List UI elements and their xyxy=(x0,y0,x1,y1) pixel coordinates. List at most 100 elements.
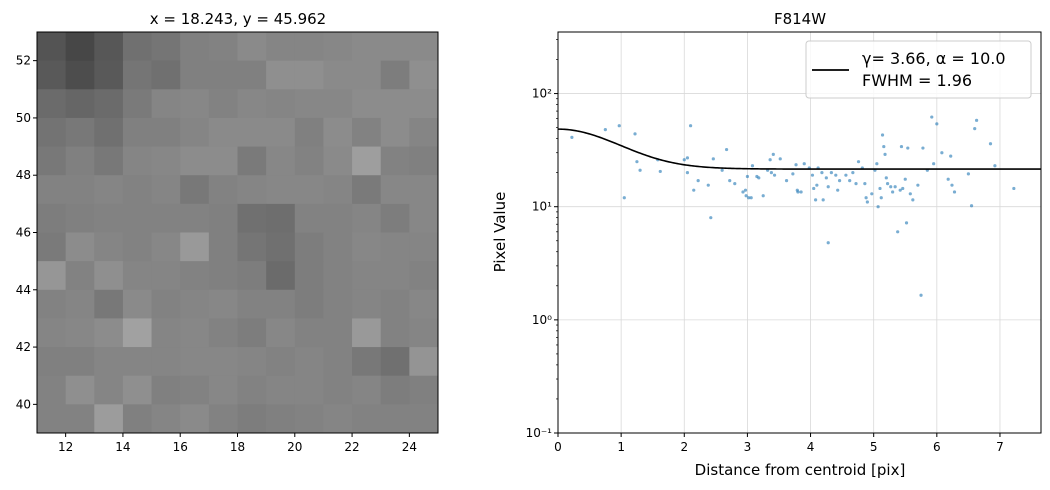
data-point xyxy=(826,185,830,189)
heatmap-cell xyxy=(266,117,296,148)
data-point xyxy=(875,162,879,166)
data-point xyxy=(685,171,690,175)
heatmap-cell xyxy=(409,261,439,291)
data-point xyxy=(884,176,888,180)
heatmap-cell xyxy=(65,60,95,90)
data-point xyxy=(778,157,782,161)
heatmap-cell xyxy=(94,347,124,377)
heatmap-cell xyxy=(94,89,124,119)
heatmap-cell xyxy=(94,175,124,205)
data-point xyxy=(950,183,954,187)
heatmap-cell xyxy=(409,289,439,319)
heatmap-cell xyxy=(151,232,181,262)
heatmap-cell xyxy=(352,375,382,405)
heatmap-cell xyxy=(37,32,67,62)
data-point xyxy=(882,144,886,149)
x-tick-label: 4 xyxy=(807,440,815,454)
x-tick-label: 18 xyxy=(230,440,245,454)
heatmap-cell xyxy=(323,375,353,405)
image-x-ticks: 12 14 16 18 20 22 24 xyxy=(58,433,417,454)
data-point xyxy=(769,171,774,175)
heatmap-cell xyxy=(208,318,238,348)
data-point xyxy=(836,188,840,192)
heatmap-cell xyxy=(266,261,296,291)
data-point xyxy=(885,182,890,186)
x-tick-label: 12 xyxy=(58,440,73,454)
heatmap-cell xyxy=(294,318,324,348)
heatmap-cell xyxy=(352,60,382,90)
data-point xyxy=(889,185,893,189)
heatmap-cell xyxy=(323,146,353,176)
heatmap-cell xyxy=(352,347,382,377)
heatmap-cell xyxy=(380,60,410,90)
heatmap-cell xyxy=(323,203,353,233)
heatmap-cell xyxy=(237,347,267,377)
heatmap-cell xyxy=(409,146,439,176)
heatmap-cell xyxy=(352,146,382,176)
heatmap-cell xyxy=(180,203,210,233)
heatmap-cell xyxy=(294,175,324,205)
heatmap-cell xyxy=(380,232,410,262)
heatmap-cells xyxy=(37,32,439,434)
heatmap-cell xyxy=(180,32,210,62)
heatmap-cell xyxy=(266,60,296,90)
heatmap-cell xyxy=(94,318,124,348)
heatmap-cell xyxy=(180,261,210,291)
data-point xyxy=(898,188,902,192)
heatmap-cell xyxy=(294,117,324,148)
data-point xyxy=(682,158,686,162)
heatmap-cell xyxy=(122,375,153,405)
heatmap-cell xyxy=(266,318,296,348)
heatmap-cell xyxy=(94,146,124,176)
data-point xyxy=(696,179,700,183)
data-point xyxy=(812,186,816,191)
heatmap-cell xyxy=(380,32,410,62)
data-point xyxy=(844,173,848,177)
heatmap-cell xyxy=(380,117,410,148)
heatmap-cell xyxy=(380,347,410,377)
data-point xyxy=(820,171,824,175)
data-point xyxy=(940,151,944,155)
data-point xyxy=(794,163,798,167)
heatmap-cell xyxy=(37,289,67,319)
heatmap-cell xyxy=(37,89,67,119)
heatmap-cell xyxy=(409,60,439,90)
data-point xyxy=(824,176,828,180)
heatmap-cell xyxy=(180,117,210,148)
data-point xyxy=(724,147,729,152)
heatmap-cell xyxy=(65,117,95,148)
legend-box xyxy=(805,40,1032,99)
heatmap-cell xyxy=(180,318,210,348)
heatmap-cell xyxy=(323,60,353,90)
data-point xyxy=(688,124,693,128)
profile-title: F814W xyxy=(774,10,826,28)
heatmap-cell xyxy=(266,404,296,434)
data-point xyxy=(1012,186,1016,191)
legend: γ= 3.66, α = 10.0 FWHM = 1.96 xyxy=(805,40,1032,99)
x-tick-label: 2 xyxy=(680,440,688,454)
x-tick-label: 0 xyxy=(554,440,562,454)
heatmap-cell xyxy=(151,32,181,62)
y-tick-label: 52 xyxy=(16,54,31,68)
heatmap-cell xyxy=(208,203,238,233)
data-point xyxy=(930,115,934,119)
heatmap-cell xyxy=(266,232,296,262)
heatmap-cell xyxy=(266,175,296,205)
heatmap-cell xyxy=(237,404,267,434)
data-point xyxy=(870,192,874,196)
heatmap-cell xyxy=(151,289,181,319)
heatmap-cell xyxy=(323,261,353,291)
data-point xyxy=(709,216,713,220)
data-point xyxy=(744,194,748,198)
data-point xyxy=(851,171,855,175)
heatmap-cell xyxy=(180,175,210,205)
heatmap-cell xyxy=(237,117,267,148)
data-point xyxy=(896,230,900,234)
heatmap-cell xyxy=(65,375,95,405)
heatmap-cell xyxy=(65,175,95,205)
data-point xyxy=(772,173,777,177)
data-point xyxy=(893,185,897,189)
data-point xyxy=(966,172,970,176)
data-point xyxy=(891,190,895,194)
data-point xyxy=(635,160,639,164)
